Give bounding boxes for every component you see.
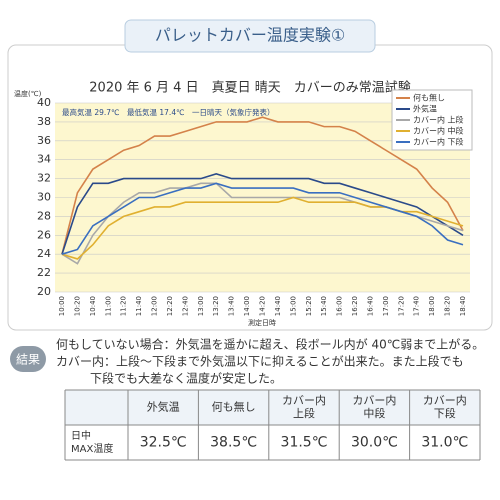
x-tick-label: 18:20 bbox=[444, 296, 452, 316]
table-header: カバー内 bbox=[352, 393, 396, 407]
legend-label: カバー内 上段 bbox=[413, 115, 464, 125]
x-tick-label: 10:40 bbox=[89, 296, 97, 316]
table-cell: 38.5℃ bbox=[210, 435, 257, 451]
result-text: 何もしていない場合：外気温を遥かに超え、段ボール内が 40℃弱まで上がる。カバー… bbox=[56, 337, 484, 386]
result-badge-text: 結果 bbox=[16, 353, 40, 367]
y-tick-label: 22 bbox=[37, 266, 51, 279]
x-tick-label: 16:00 bbox=[336, 296, 344, 316]
table-cell: 31.5℃ bbox=[281, 435, 328, 451]
legend-label: カバー内 下段 bbox=[413, 137, 464, 147]
y-tick-label: 24 bbox=[37, 247, 51, 260]
table-row-label: MAX温度 bbox=[71, 442, 113, 455]
x-tick-label: 13:20 bbox=[212, 296, 220, 316]
table-header: 何も無し bbox=[212, 400, 256, 414]
table-row-label: 日中 bbox=[71, 429, 91, 442]
x-tick-label: 11:20 bbox=[120, 296, 128, 316]
y-tick-label: 40 bbox=[37, 96, 51, 109]
x-tick-label: 11:40 bbox=[135, 296, 143, 316]
x-tick-label: 14:20 bbox=[259, 296, 267, 316]
x-tick-label: 16:40 bbox=[366, 296, 374, 316]
result-line: 下段でも大差なく温度が安定した。 bbox=[90, 371, 282, 386]
x-tick-label: 14:00 bbox=[243, 296, 251, 316]
table-header: 中段 bbox=[363, 406, 385, 420]
x-tick-label: 15:40 bbox=[320, 296, 328, 316]
x-tick-label: 10:20 bbox=[73, 296, 81, 316]
legend-label: 何も無し bbox=[413, 93, 445, 103]
y-tick-label: 36 bbox=[37, 134, 51, 147]
table-cell: 31.0℃ bbox=[421, 435, 468, 451]
x-tick-label: 13:00 bbox=[197, 296, 205, 316]
y-tick-label: 38 bbox=[37, 115, 51, 128]
x-tick-label: 10:00 bbox=[58, 296, 66, 316]
table-cell: 30.0℃ bbox=[351, 435, 398, 451]
x-tick-label: 17:20 bbox=[397, 296, 405, 316]
table-header: 外気温 bbox=[147, 400, 180, 414]
page-title: パレットカバー温度実験① bbox=[155, 26, 345, 45]
y-tick-label: 26 bbox=[37, 228, 51, 241]
table-cell: 32.5℃ bbox=[140, 435, 187, 451]
table-header: カバー内 bbox=[423, 393, 467, 407]
x-tick-label: 13:40 bbox=[228, 296, 236, 316]
y-axis-label: 温度(℃) bbox=[14, 89, 42, 98]
y-tick-label: 30 bbox=[37, 191, 51, 204]
x-tick-label: 18:00 bbox=[428, 296, 436, 316]
x-tick-label: 14:40 bbox=[274, 296, 282, 316]
chart: 20 22 24 26 28 30 32 34 36 38 40 10:00 10:20 10:40 11:… bbox=[37, 89, 473, 316]
series-line bbox=[61, 116, 464, 255]
result-line: カバー内：上段〜下段まで外気温以下に抑えることが出来た。また上段でも bbox=[56, 354, 464, 369]
table-header: 上段 bbox=[293, 406, 315, 420]
result-badge bbox=[10, 346, 46, 372]
x-tick-label: 11:00 bbox=[104, 296, 112, 316]
x-tick-label: 12:20 bbox=[166, 296, 174, 316]
y-tick-label: 28 bbox=[37, 209, 51, 222]
x-tick-label: 12:00 bbox=[151, 296, 159, 316]
x-tick-label: 17:40 bbox=[413, 296, 421, 316]
x-axis-label: 測定日時 bbox=[248, 318, 276, 327]
table-header-bg bbox=[65, 390, 480, 425]
chart-title: 2020 年 6 月 4 日 真夏日 晴天 カバーのみ常温試験 bbox=[89, 80, 410, 96]
table-header: 下段 bbox=[434, 406, 456, 420]
y-tick-label: 20 bbox=[37, 285, 51, 298]
x-tick-label: 12:40 bbox=[181, 296, 189, 316]
x-tick-label: 15:20 bbox=[305, 296, 313, 316]
series-line bbox=[61, 173, 464, 255]
x-tick-label: 17:00 bbox=[382, 296, 390, 316]
y-tick-label: 32 bbox=[37, 172, 51, 185]
table-header: カバー内 bbox=[282, 393, 326, 407]
result-line: 何もしていない場合：外気温を遥かに超え、段ボール内が 40℃弱まで上がる。 bbox=[56, 337, 484, 352]
annotation: 最高気温 29.7℃ 最低気温 17.4℃ 一日晴天（気象庁発表） bbox=[62, 107, 275, 117]
legend-label: 外気温 bbox=[413, 104, 437, 114]
x-tick-label: 16:20 bbox=[351, 296, 359, 316]
x-tick-label: 15:00 bbox=[289, 296, 297, 316]
y-tick-label: 34 bbox=[37, 153, 51, 166]
series-line bbox=[61, 182, 464, 255]
x-tick-label: 18:40 bbox=[459, 296, 467, 316]
legend-label: カバー内 中段 bbox=[413, 126, 464, 136]
title-banner bbox=[124, 19, 376, 53]
